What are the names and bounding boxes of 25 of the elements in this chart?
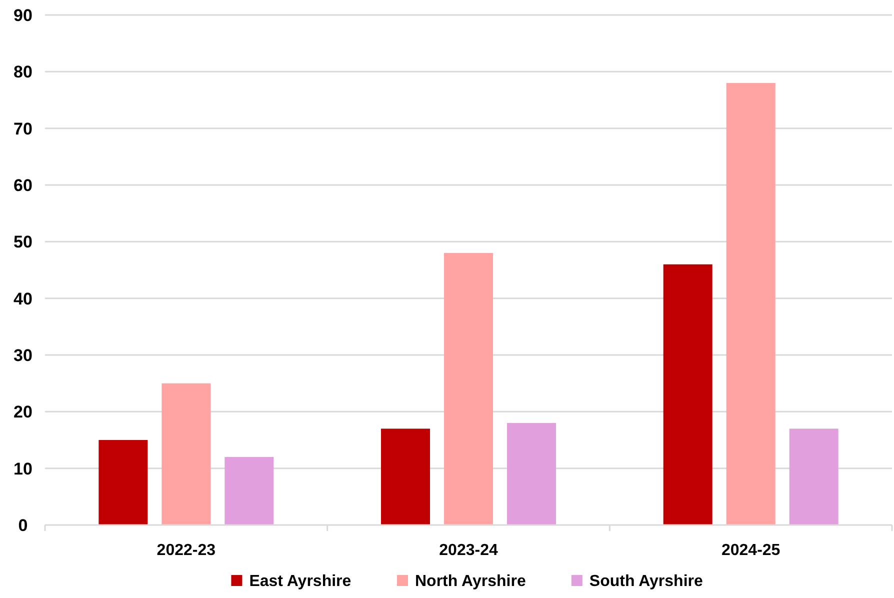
x-tick-label: 2023-24: [439, 542, 498, 559]
bar: [98, 440, 148, 525]
legend-label: North Ayrshire: [415, 573, 526, 590]
y-tick-label: 80: [14, 62, 32, 82]
bar: [663, 264, 712, 525]
y-tick-label: 30: [14, 346, 32, 365]
bar: [789, 428, 838, 525]
y-tick-label: 70: [14, 119, 32, 138]
bar: [444, 253, 493, 525]
x-tick-label: 2024-25: [721, 542, 780, 559]
y-tick-label: 20: [14, 402, 32, 422]
bar: [381, 428, 430, 525]
bar: [224, 457, 274, 525]
bar: [507, 423, 556, 525]
bar: [162, 383, 211, 525]
y-tick-label: 60: [14, 176, 32, 195]
y-tick-label: 40: [14, 289, 32, 308]
legend-label: East Ayrshire: [249, 573, 352, 590]
legend-label: South Ayrshire: [589, 573, 703, 590]
bar: [726, 83, 776, 525]
y-tick-label: 90: [14, 6, 32, 25]
y-tick-label: 0: [18, 516, 28, 535]
x-tick-label: 2022-23: [156, 542, 216, 559]
y-tick-label: 10: [14, 459, 32, 478]
y-tick-label: 50: [14, 232, 32, 252]
